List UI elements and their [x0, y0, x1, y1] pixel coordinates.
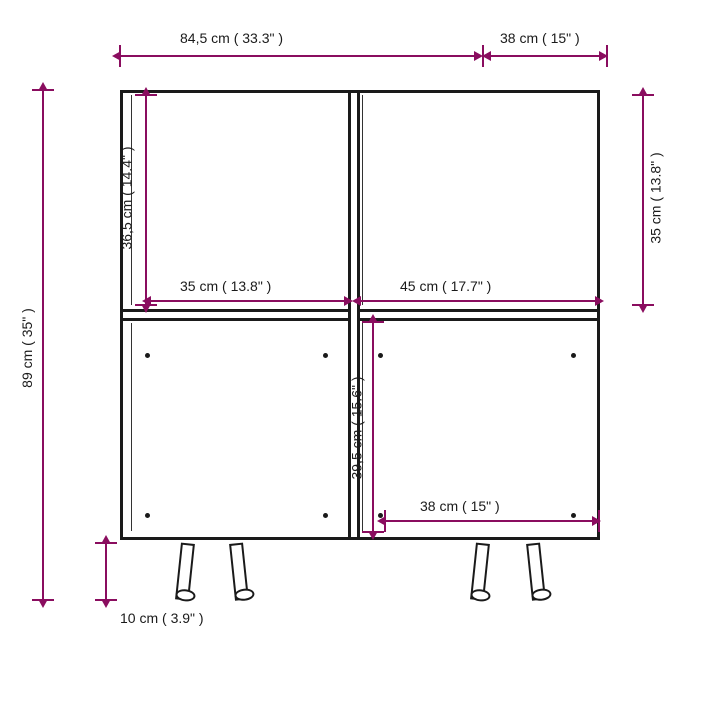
dim-value-in: ( 14.4" ) — [119, 146, 135, 195]
dim-value-in: ( 35" ) — [19, 308, 35, 346]
dim-lower-inner-h: 39,5 cm ( 15.6" ) — [349, 376, 365, 479]
inner-edge — [362, 95, 363, 305]
dim-shelf-left-w: 35 cm ( 13.8" ) — [180, 278, 271, 294]
dim-value-in: ( 15.6" ) — [349, 376, 365, 425]
arrow-icon — [482, 51, 491, 61]
hole-dot — [145, 353, 150, 358]
dim-line-upper-right-h — [642, 95, 644, 305]
inner-edge — [131, 323, 132, 531]
furniture-drawing — [120, 90, 600, 600]
dim-leg-height: 10 cm ( 3.9" ) — [120, 610, 204, 626]
leg — [175, 543, 195, 601]
dim-line-lower-h — [372, 322, 374, 532]
dim-value-in: ( 13.8" ) — [648, 152, 664, 201]
leg — [526, 543, 546, 601]
dim-value-in: ( 3.9" ) — [162, 610, 204, 626]
middle-shelf — [123, 309, 597, 321]
dim-value-cm: 38 cm — [420, 498, 458, 514]
dim-value-cm: 84,5 cm — [180, 30, 230, 46]
leg — [470, 543, 490, 601]
dim-tick — [135, 94, 157, 96]
dim-value-cm: 38 cm — [500, 30, 538, 46]
dim-value-in: ( 15" ) — [462, 498, 500, 514]
dim-tick — [606, 45, 608, 67]
dim-depth-top: 38 cm ( 15" ) — [500, 30, 580, 46]
dim-value-cm: 10 cm — [120, 610, 158, 626]
dim-value-in: ( 13.8" ) — [222, 278, 271, 294]
dim-bottom-depth: 38 cm ( 15" ) — [420, 498, 500, 514]
dim-value-in: ( 15" ) — [542, 30, 580, 46]
dim-line-total-width — [120, 55, 475, 57]
dim-tick — [384, 510, 386, 532]
dim-upper-right-h: 35 cm ( 13.8" ) — [648, 152, 664, 243]
dim-tick — [32, 599, 54, 601]
dim-value-in: ( 33.3" ) — [234, 30, 283, 46]
dim-line-bottom-depth — [385, 520, 593, 522]
arrow-icon — [595, 296, 604, 306]
diagram-root: 84,5 cm ( 33.3" ) 38 cm ( 15" ) 89 cm ( … — [0, 0, 720, 720]
dim-value-cm: 36,5 cm — [119, 200, 135, 250]
dim-tick — [632, 304, 654, 306]
hole-dot — [571, 353, 576, 358]
dim-value-cm: 39,5 cm — [349, 430, 365, 480]
dim-total-width: 84,5 cm ( 33.3" ) — [180, 30, 283, 46]
dim-tick — [32, 89, 54, 91]
dim-tick — [362, 531, 384, 533]
dim-tick — [95, 542, 117, 544]
dim-value-cm: 89 cm — [19, 350, 35, 388]
hole-dot — [323, 513, 328, 518]
dim-value-cm: 45 cm — [400, 278, 438, 294]
hole-dot — [571, 513, 576, 518]
dim-total-height: 89 cm ( 35" ) — [19, 308, 35, 388]
dim-line-upper-left-h — [145, 95, 147, 305]
hole-dot — [323, 353, 328, 358]
dim-tick — [362, 321, 384, 323]
dim-upper-left-h: 36,5 cm ( 14.4" ) — [119, 146, 135, 249]
dim-value-cm: 35 cm — [648, 206, 664, 244]
dim-line-total-height — [42, 90, 44, 600]
dim-tick — [598, 510, 600, 532]
dim-tick — [632, 94, 654, 96]
arrow-icon — [142, 296, 151, 306]
dim-line-shelf-left-w — [150, 300, 345, 302]
arrow-icon — [352, 296, 361, 306]
dim-shelf-right-w: 45 cm ( 17.7" ) — [400, 278, 491, 294]
dim-line-depth-top — [490, 55, 600, 57]
dim-value-cm: 35 cm — [180, 278, 218, 294]
dim-tick — [119, 45, 121, 67]
hole-dot — [378, 353, 383, 358]
dim-tick — [95, 599, 117, 601]
leg — [229, 543, 249, 601]
hole-dot — [145, 513, 150, 518]
dim-line-shelf-right-w — [360, 300, 596, 302]
dim-value-in: ( 17.7" ) — [442, 278, 491, 294]
dim-line-leg-h — [105, 543, 107, 600]
